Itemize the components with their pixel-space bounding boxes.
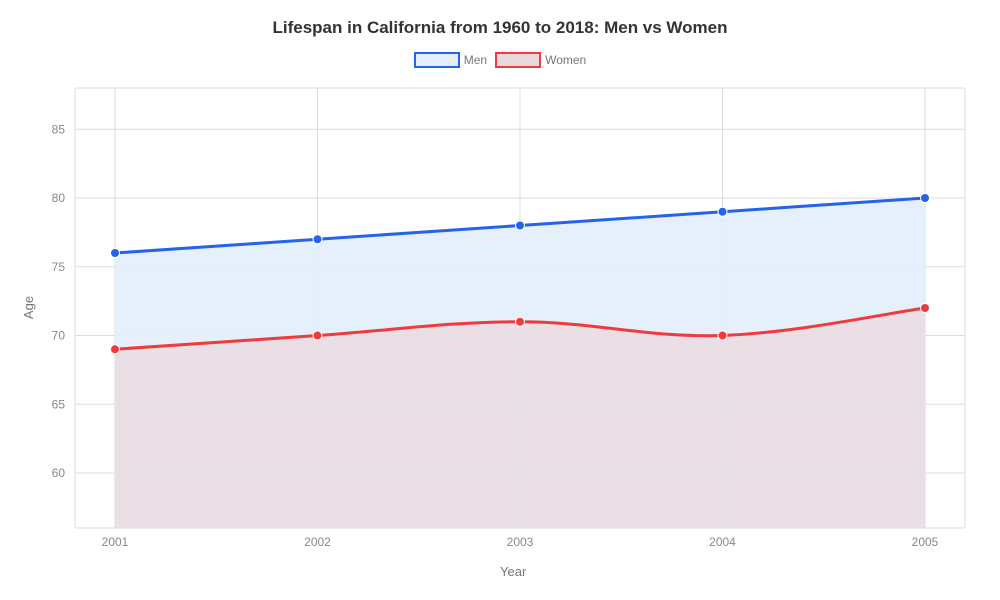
- legend-label-men: Men: [464, 53, 487, 67]
- legend-item-women: Women: [495, 52, 586, 68]
- svg-text:2005: 2005: [912, 535, 939, 549]
- svg-text:2004: 2004: [709, 535, 736, 549]
- chart-title: Lifespan in California from 1960 to 2018…: [0, 0, 1000, 38]
- svg-text:2001: 2001: [102, 535, 129, 549]
- svg-text:65: 65: [52, 397, 66, 411]
- svg-text:75: 75: [52, 260, 66, 274]
- legend-swatch-men: [414, 52, 460, 68]
- legend-swatch-women: [495, 52, 541, 68]
- svg-text:80: 80: [52, 191, 66, 205]
- x-axis-label: Year: [500, 564, 526, 579]
- plot-area: 60657075808520012002200320042005: [75, 88, 965, 528]
- legend: Men Women: [0, 52, 1000, 68]
- y-axis-label: Age: [21, 296, 36, 319]
- chart-svg: 60657075808520012002200320042005: [75, 88, 965, 528]
- svg-text:70: 70: [52, 329, 66, 343]
- svg-text:85: 85: [52, 122, 66, 136]
- svg-text:2003: 2003: [507, 535, 534, 549]
- svg-text:60: 60: [52, 466, 66, 480]
- legend-label-women: Women: [545, 53, 586, 67]
- svg-text:2002: 2002: [304, 535, 331, 549]
- legend-item-men: Men: [414, 52, 487, 68]
